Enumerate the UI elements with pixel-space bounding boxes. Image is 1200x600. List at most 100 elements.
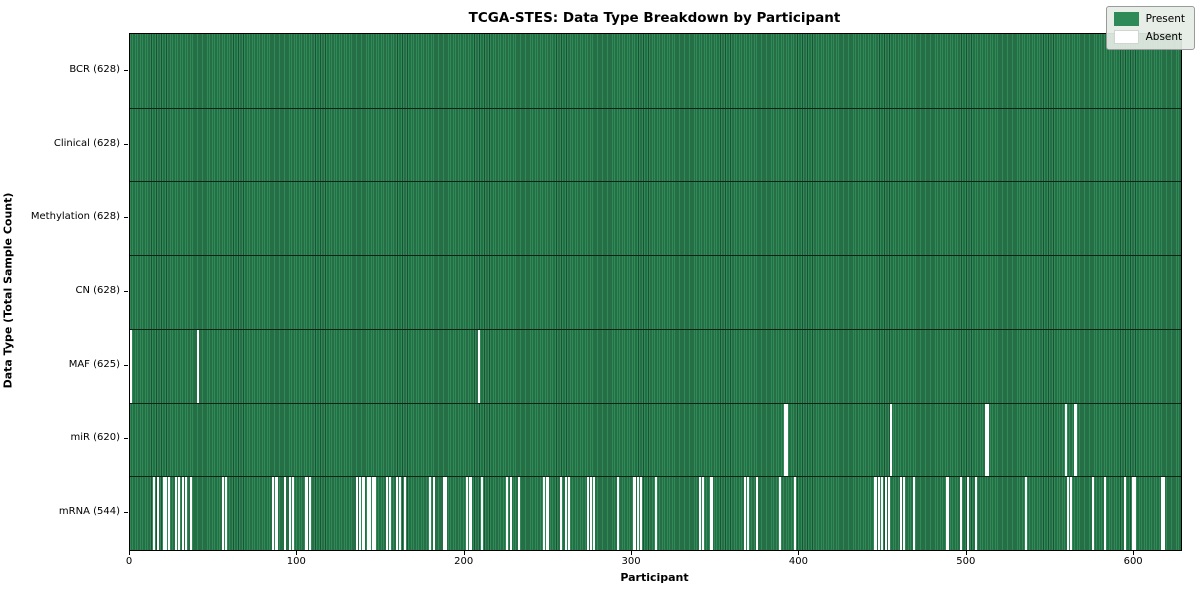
absent-stripe <box>130 328 132 403</box>
absent-stripe <box>168 476 171 550</box>
datatype-row-maf <box>130 328 1181 403</box>
absent-stripe <box>874 476 877 550</box>
x-tick-mark <box>129 551 130 555</box>
absent-stripe <box>466 476 469 550</box>
legend: Present Absent <box>1105 6 1195 50</box>
absent-stripe <box>156 476 159 550</box>
absent-stripe <box>887 476 891 550</box>
absent-stripe <box>399 476 402 550</box>
absent-stripe <box>889 402 892 477</box>
absent-stripe <box>477 328 481 403</box>
absent-stripe <box>593 476 596 550</box>
absent-stripe <box>355 476 358 550</box>
absent-stripe <box>986 402 989 477</box>
absent-stripe <box>292 476 295 550</box>
absent-stripe <box>974 476 978 550</box>
y-tick-mark <box>124 364 128 366</box>
absent-stripe <box>1070 476 1073 550</box>
y-tick-label-mrna: mRNA (544) <box>58 506 120 518</box>
absent-stripe <box>288 476 291 550</box>
absent-stripe <box>959 476 962 550</box>
absent-stripe <box>884 476 887 550</box>
absent-stripe <box>153 476 156 550</box>
absent-stripe <box>184 476 188 550</box>
absent-stripe <box>984 402 988 477</box>
absent-stripe <box>877 476 880 550</box>
x-tick-mark <box>296 551 298 555</box>
row-separator <box>130 107 1181 109</box>
absent-stripe <box>163 476 166 550</box>
x-tick-label-400: 400 <box>788 556 808 567</box>
chart-title: TCGA-STES: Data Type Breakdown by Partic… <box>468 10 841 26</box>
absent-stripe <box>1162 476 1165 550</box>
y-tick-mark <box>124 438 128 440</box>
absent-stripe <box>779 476 782 550</box>
plot-area <box>129 33 1182 551</box>
x-tick-label-600: 600 <box>1123 556 1143 567</box>
x-tick-label-500: 500 <box>956 556 976 567</box>
absent-stripe <box>616 476 619 550</box>
x-tick-label-100: 100 <box>286 556 306 567</box>
row-separator <box>130 476 1181 478</box>
y-tick-label-mir: miR (620) <box>70 432 120 444</box>
absent-stripe <box>518 476 521 550</box>
absent-stripe <box>283 476 286 550</box>
y-tick-mark <box>124 217 128 219</box>
absent-stripe <box>385 476 388 550</box>
absent-stripe <box>1073 402 1076 477</box>
absent-swatch-icon <box>1113 30 1139 44</box>
absent-stripe <box>178 476 181 550</box>
absent-stripe <box>469 476 472 550</box>
absent-stripe <box>702 476 705 550</box>
datatype-row-mir <box>130 402 1181 477</box>
absent-stripe <box>655 476 658 550</box>
x-tick-label-200: 200 <box>454 556 474 567</box>
y-tick-label-clinical: Clinical (628) <box>53 137 120 149</box>
absent-stripe <box>404 476 407 550</box>
absent-stripe <box>946 476 949 550</box>
y-tick-mark <box>124 291 128 292</box>
absent-stripe <box>196 328 199 403</box>
legend-entry-present: Present <box>1113 12 1185 26</box>
y-tick-mark <box>124 69 128 71</box>
absent-stripe <box>784 402 787 477</box>
absent-stripe <box>1132 476 1135 550</box>
datatype-row-methylation <box>130 181 1181 256</box>
absent-stripe <box>1066 476 1070 550</box>
absent-stripe <box>1065 402 1068 477</box>
absent-stripe <box>362 476 365 550</box>
legend-label-absent: Absent <box>1145 30 1183 43</box>
row-separator <box>130 255 1181 257</box>
absent-stripe <box>902 476 906 550</box>
x-axis-title: Participant <box>620 571 689 584</box>
x-tick-mark <box>631 551 633 555</box>
absent-stripe <box>1092 476 1095 550</box>
absent-stripe <box>374 476 377 550</box>
absent-stripe <box>369 476 372 550</box>
absent-stripe <box>432 476 435 550</box>
absent-stripe <box>189 476 193 550</box>
absent-stripe <box>633 476 636 550</box>
datatype-row-mrna <box>130 476 1181 550</box>
absent-stripe <box>912 476 916 550</box>
absent-stripe <box>429 476 432 550</box>
absent-stripe <box>174 476 178 550</box>
x-tick-label-0: 0 <box>125 556 133 567</box>
datatype-row-cn <box>130 255 1181 329</box>
absent-stripe <box>586 476 589 550</box>
absent-stripe <box>559 476 563 550</box>
absent-stripe <box>221 476 224 550</box>
x-tick-label-300: 300 <box>621 556 641 567</box>
x-tick-mark <box>965 551 967 555</box>
datatype-row-bcr <box>130 34 1181 108</box>
absent-stripe <box>710 476 713 550</box>
absent-stripe <box>1103 476 1106 550</box>
absent-stripe <box>636 476 639 550</box>
absent-stripe <box>225 476 228 550</box>
absent-stripe <box>1133 476 1137 550</box>
absent-stripe <box>881 476 884 550</box>
absent-stripe <box>181 476 184 550</box>
absent-stripe <box>543 476 546 550</box>
y-tick-mark <box>124 143 128 145</box>
